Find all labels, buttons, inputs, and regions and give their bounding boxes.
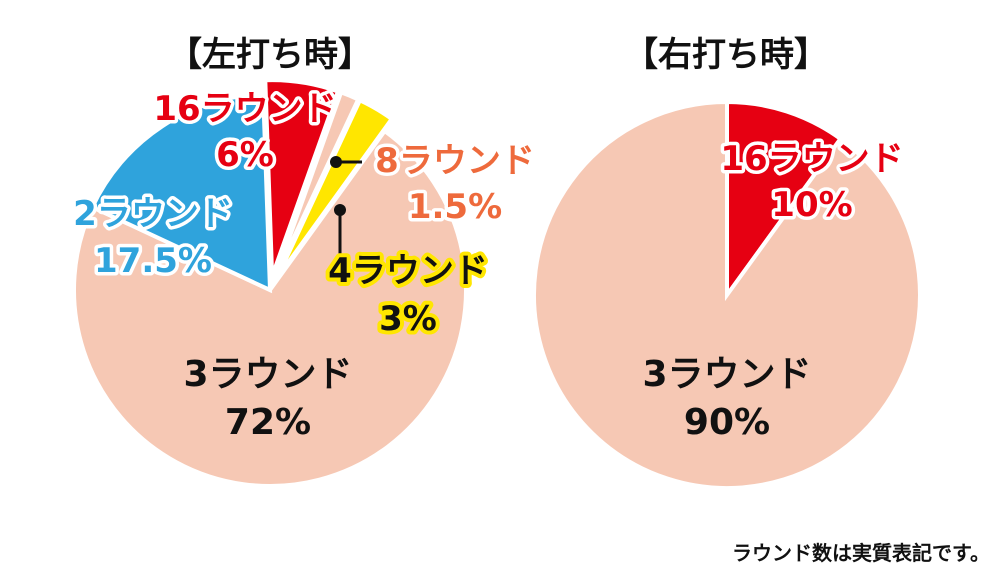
label-left-8round-name: 8ラウンド	[375, 141, 535, 181]
label-left-2round: 2ラウンド 17.5%	[70, 191, 237, 285]
label-left-3round-name: 3ラウンド	[183, 354, 352, 395]
label-right-16round-name: 16ラウンド	[720, 139, 903, 179]
label-left-2round-name: 2ラウンド	[73, 194, 233, 234]
label-right-3round-name: 3ラウンド	[642, 354, 811, 395]
label-left-3round-pct: 72%	[225, 402, 311, 443]
label-left-8round-pct: 1.5%	[408, 187, 502, 227]
label-right-3round: 3ラウンド 90%	[642, 354, 811, 443]
label-left-4round-pct: 3%	[379, 299, 437, 339]
left-slice-2ラウンド	[89, 92, 273, 294]
label-right-16round-pct: 10%	[771, 185, 852, 225]
label-left-8round: 8ラウンド 1.5%	[372, 138, 539, 231]
label-left-16round-pct: 6%	[216, 135, 274, 175]
label-left-16round-name: 16ラウンド	[153, 89, 336, 129]
footnote: ラウンド数は実質表記です。	[732, 541, 990, 565]
left-slice-3ラウンド	[72, 128, 468, 488]
label-left-4round: 4ラウンド 3%	[324, 247, 492, 343]
leader-4round	[334, 204, 346, 255]
leader-8round	[330, 156, 362, 168]
label-right-3round-pct: 90%	[684, 402, 770, 443]
right-chart-title: 【右打ち時】	[624, 35, 828, 75]
right-slice-3ラウンド	[532, 99, 922, 490]
left-slice-4ラウンド	[275, 97, 395, 280]
right-pie	[532, 99, 922, 490]
left-slice-16ラウンド	[263, 78, 341, 277]
right-slice-16ラウンド	[725, 99, 844, 302]
label-right-16round: 16ラウンド 10%	[717, 136, 907, 229]
label-left-4round-name: 4ラウンド	[328, 251, 488, 291]
left-pie	[72, 78, 468, 488]
label-left-16round: 16ラウンド 6%	[150, 86, 340, 179]
left-chart-title: 【左打ち時】	[168, 35, 372, 75]
label-left-2round-pct: 17.5%	[94, 241, 212, 281]
label-left-3round: 3ラウンド 72%	[183, 354, 352, 443]
